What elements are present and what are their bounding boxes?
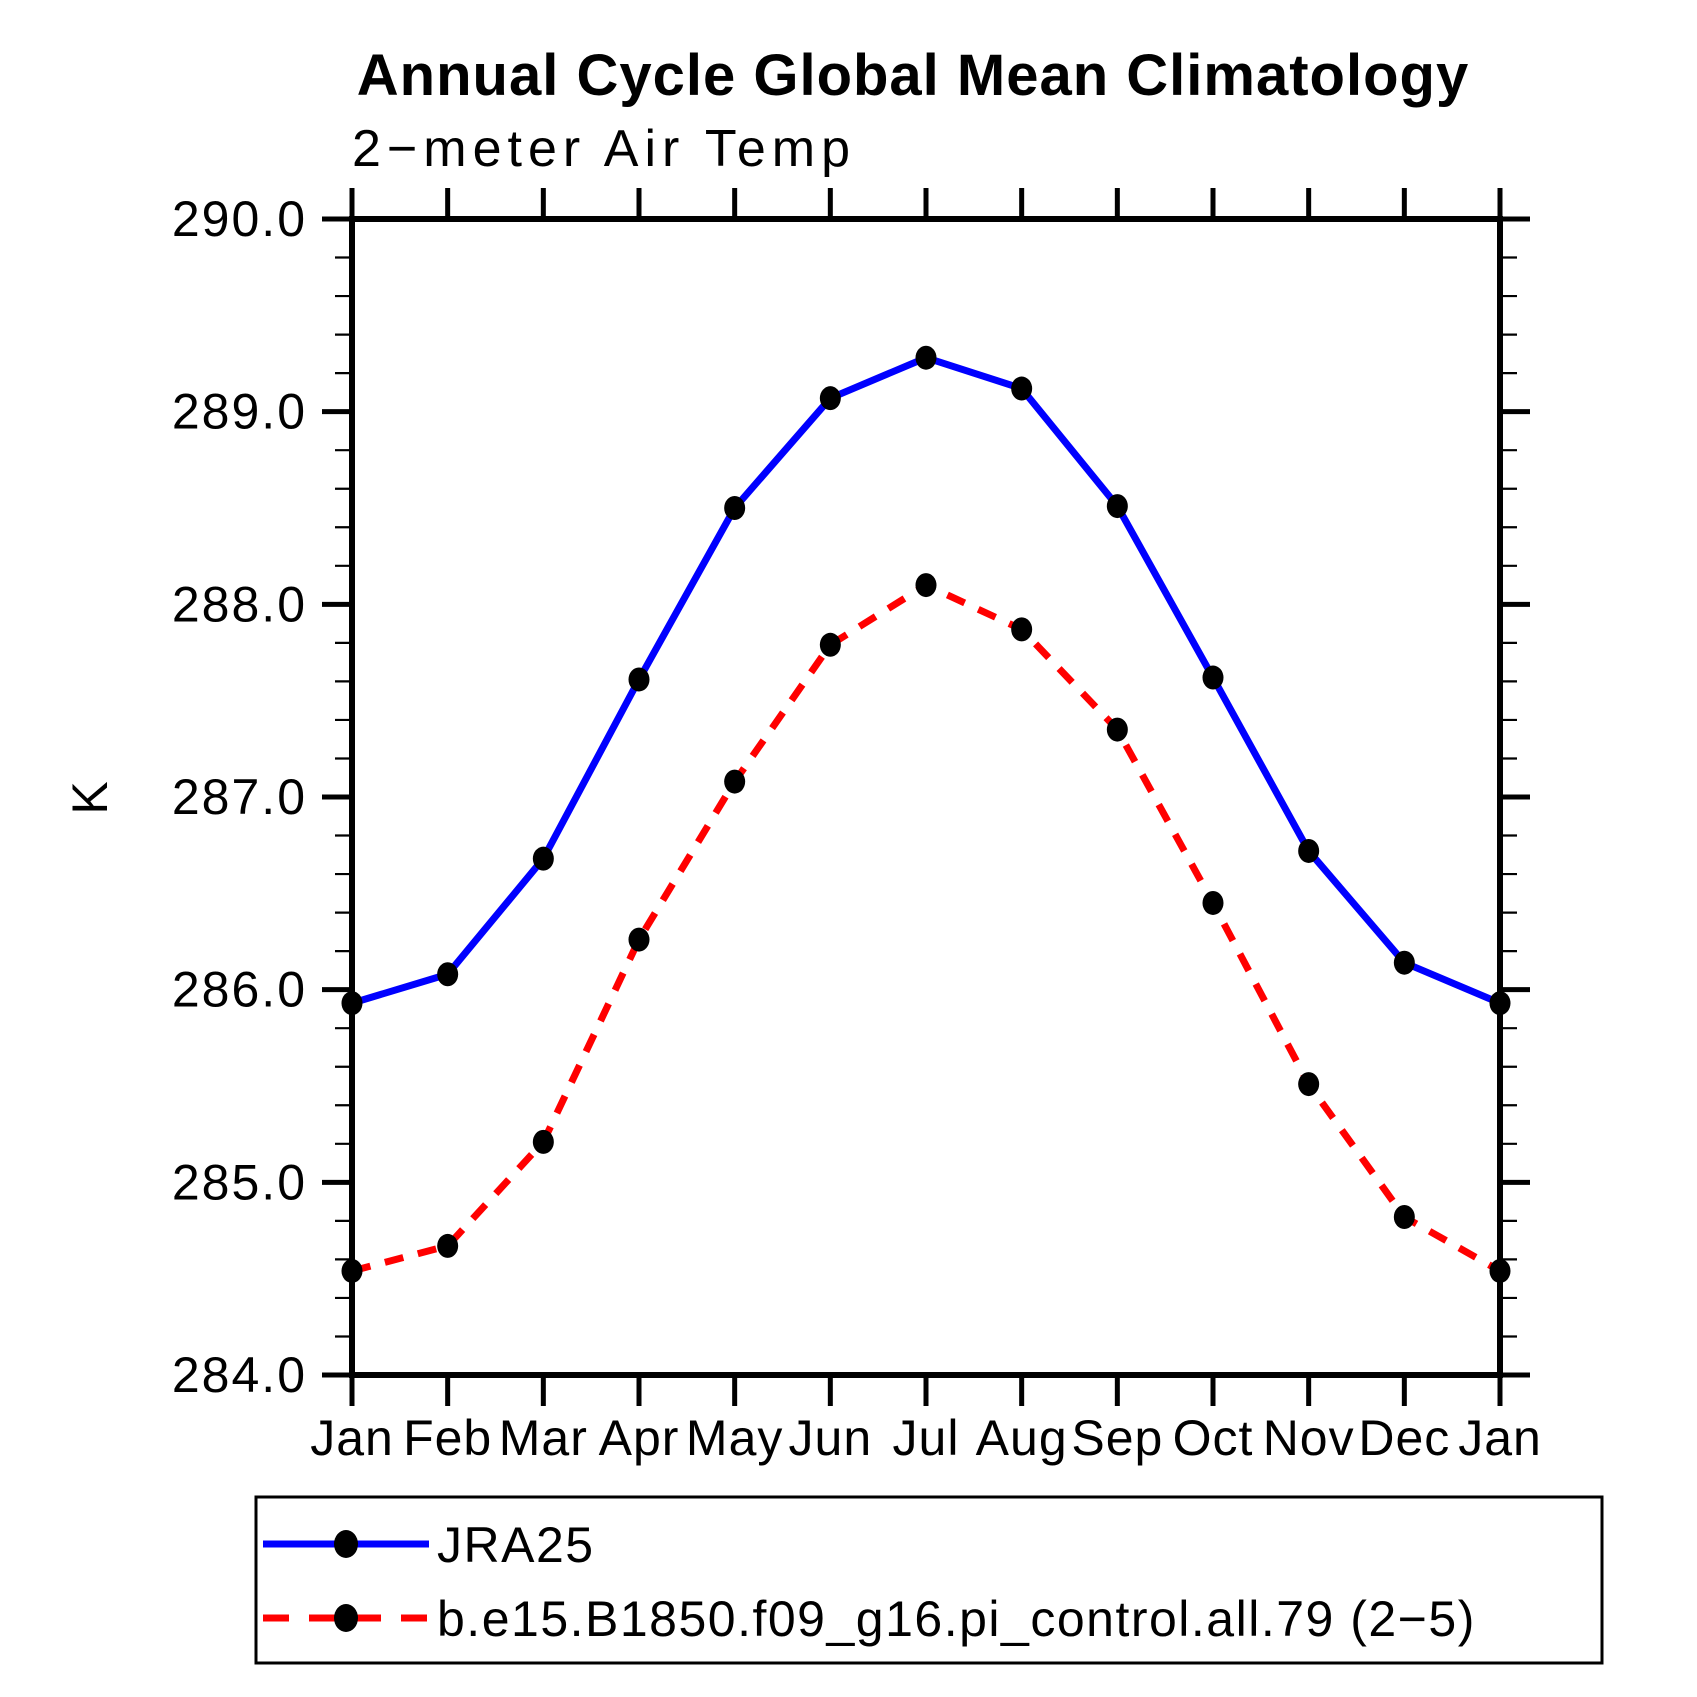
data-point-marker xyxy=(1011,376,1033,401)
x-tick-label: May xyxy=(686,1410,783,1466)
legend: JRA25 b.e15.B1850.f09_g16.pi_control.all.… xyxy=(254,1495,1604,1665)
x-tick-label: Nov xyxy=(1263,1410,1355,1466)
data-point-marker xyxy=(628,667,650,692)
x-tick-label: Feb xyxy=(403,1410,492,1466)
y-tick-label: 288.0 xyxy=(172,576,307,632)
legend-label-1: b.e15.B1850.f09_g16.pi_control.all.79 (2… xyxy=(437,1591,1476,1647)
data-series xyxy=(341,345,1511,1283)
data-point-marker xyxy=(915,573,937,598)
data-point-marker xyxy=(532,1129,554,1154)
data-point-marker xyxy=(819,386,841,411)
data-point-marker xyxy=(1393,1205,1415,1230)
data-point-marker xyxy=(1489,991,1511,1016)
y-tick-label: 285.0 xyxy=(172,1154,307,1210)
x-tick-label: Dec xyxy=(1358,1410,1450,1466)
legend-label-0: JRA25 xyxy=(437,1517,595,1573)
data-point-marker xyxy=(437,1233,459,1258)
y-tick-label: 290.0 xyxy=(172,191,307,247)
series-line-0 xyxy=(350,354,1502,1007)
x-tick-label: Jun xyxy=(789,1410,873,1466)
legend-sample-marker-0 xyxy=(334,1530,358,1558)
data-point-marker xyxy=(915,345,937,370)
data-point-marker xyxy=(1202,665,1224,690)
y-tick-label: 284.0 xyxy=(172,1347,307,1403)
data-point-marker xyxy=(628,927,650,952)
legend-sample-marker-1 xyxy=(334,1604,358,1632)
plot-box xyxy=(349,216,1503,1378)
data-point-marker xyxy=(819,632,841,657)
y-tick-label: 289.0 xyxy=(172,384,307,440)
series-line-1 xyxy=(351,581,1502,1275)
data-point-marker xyxy=(724,496,746,520)
data-point-marker xyxy=(341,1258,363,1283)
x-tick-label: Aug xyxy=(976,1410,1068,1466)
data-point-marker xyxy=(1393,950,1415,975)
y-axis-label: K xyxy=(62,779,118,814)
data-point-marker xyxy=(437,962,459,987)
data-point-marker xyxy=(532,846,554,871)
data-point-marker xyxy=(1011,617,1033,642)
data-point-marker xyxy=(1106,494,1128,519)
data-point-marker xyxy=(341,991,363,1016)
data-point-marker xyxy=(724,769,746,794)
x-tick-label: Jan xyxy=(310,1410,394,1466)
data-point-marker xyxy=(1489,1258,1511,1283)
x-tick-label: Jan xyxy=(1458,1410,1542,1466)
x-tick-label: Jul xyxy=(893,1410,960,1466)
data-point-marker xyxy=(1298,1072,1320,1097)
chart-subtitle: 2−meter Air Temp xyxy=(352,120,856,178)
chart-title: Annual Cycle Global Mean Climatology xyxy=(357,43,1469,108)
data-point-marker xyxy=(1298,838,1320,863)
y-tick-label: 287.0 xyxy=(172,769,307,825)
legend-box xyxy=(254,1495,1604,1665)
x-tick-label: Sep xyxy=(1071,1410,1163,1466)
x-tick-label: Apr xyxy=(599,1410,680,1466)
data-point-marker xyxy=(1202,890,1224,915)
x-tick-label: Oct xyxy=(1173,1410,1254,1466)
x-tick-label: Mar xyxy=(499,1410,588,1466)
y-tick-label: 286.0 xyxy=(172,962,307,1018)
data-point-marker xyxy=(1106,717,1128,742)
